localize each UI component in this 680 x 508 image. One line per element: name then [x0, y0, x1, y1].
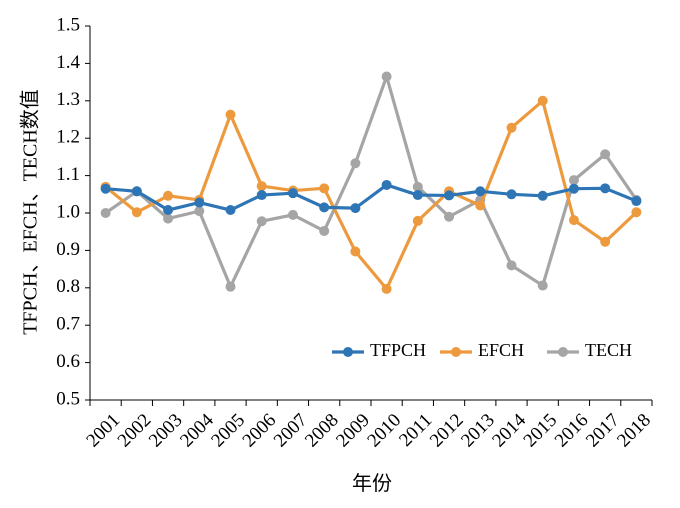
legend-marker-efch: [451, 347, 461, 357]
data-point-tech: [350, 158, 361, 169]
data-point-tfpch: [100, 183, 111, 194]
y-tick-label: 1.5: [56, 14, 80, 35]
x-tick-label: 2005: [207, 410, 249, 452]
data-point-efch: [506, 122, 517, 133]
x-tick-label: 2013: [457, 410, 499, 452]
data-point-tech: [600, 149, 611, 160]
data-point-efch: [131, 207, 142, 218]
x-tick-label: 2002: [114, 410, 156, 452]
y-tick-label: 0.8: [56, 276, 80, 297]
data-point-tech: [163, 213, 174, 224]
y-tick-label: 1.1: [56, 164, 80, 185]
x-tick-label: 2012: [426, 410, 468, 452]
data-point-tfpch: [381, 179, 392, 190]
data-point-tfpch: [444, 190, 455, 201]
x-tick-label: 2011: [395, 410, 436, 451]
data-point-tfpch: [194, 197, 205, 208]
data-point-tech: [225, 281, 236, 292]
data-point-tfpch: [631, 196, 642, 207]
data-point-efch: [568, 215, 579, 226]
legend-marker-tfpch: [343, 347, 353, 357]
data-point-tfpch: [506, 189, 517, 200]
series-layer: [100, 71, 642, 294]
data-point-efch: [475, 200, 486, 211]
legend-marker-tech: [558, 347, 568, 357]
data-point-tech: [100, 208, 111, 218]
x-tick-label: 2015: [520, 410, 562, 452]
data-point-tech: [537, 280, 548, 291]
legend-label-efch: EFCH: [478, 340, 524, 360]
x-tick-label: 2001: [82, 410, 124, 452]
y-tick-label: 1.2: [56, 127, 80, 148]
data-point-tfpch: [225, 205, 236, 216]
data-point-tfpch: [319, 202, 330, 213]
data-point-efch: [350, 246, 361, 257]
x-tick-label: 2014: [488, 409, 530, 451]
data-point-tfpch: [568, 183, 579, 194]
data-point-tech: [287, 209, 298, 220]
y-tick-label: 0.9: [56, 239, 80, 260]
data-point-tfpch: [163, 205, 174, 216]
data-point-tech: [256, 216, 267, 227]
data-point-tfpch: [287, 188, 298, 199]
data-point-tfpch: [600, 183, 611, 194]
series-line-efch: [104, 99, 638, 291]
x-axis-title: 年份: [352, 472, 392, 495]
data-point-tech: [568, 175, 579, 186]
data-point-efch: [256, 181, 267, 192]
data-point-efch: [631, 207, 642, 218]
x-tick-label: 2003: [145, 410, 187, 452]
data-point-tfpch: [350, 203, 361, 214]
x-tick-label: 2016: [551, 410, 593, 452]
series-line-tech: [104, 74, 638, 289]
data-point-efch: [537, 95, 548, 106]
x-tick-label: 2009: [332, 410, 374, 452]
data-point-tech: [444, 211, 455, 222]
data-point-tfpch: [537, 190, 548, 201]
data-point-tfpch: [256, 190, 267, 201]
x-tick-label: 2007: [270, 410, 312, 452]
y-axis-title: TFPCH、EFCH、TECH数值: [19, 89, 42, 335]
legend-label-tech: TECH: [585, 340, 632, 360]
data-point-tfpch: [131, 186, 142, 197]
data-point-tech: [319, 225, 330, 236]
data-point-efch: [412, 215, 423, 226]
data-point-tfpch: [475, 186, 486, 197]
axes: 0.50.60.70.80.91.01.11.21.31.41.52001200…: [56, 14, 655, 451]
data-point-tech: [506, 260, 517, 271]
series-line-tfpch: [104, 183, 638, 212]
data-point-efch: [163, 190, 174, 201]
data-point-tech: [412, 181, 423, 192]
y-tick-label: 1.4: [56, 52, 80, 73]
y-tick-label: 1.3: [56, 89, 80, 110]
x-tick-label: 2004: [176, 409, 218, 451]
x-tick-label: 2008: [301, 410, 343, 452]
y-tick-label: 0.6: [56, 351, 80, 372]
y-tick-label: 0.7: [56, 314, 80, 335]
x-tick-label: 2006: [239, 410, 281, 452]
data-point-efch: [600, 236, 611, 247]
legend: TFPCH EFCH TECH: [332, 340, 632, 360]
x-tick-label: 2018: [613, 410, 655, 452]
y-tick-label: 0.5: [56, 388, 80, 409]
data-point-efch: [225, 109, 236, 120]
x-tick-label: 2010: [363, 410, 405, 452]
x-tick-label: 2017: [582, 410, 624, 452]
data-point-efch: [319, 183, 330, 194]
data-point-tech: [381, 71, 392, 82]
data-point-tfpch: [412, 190, 423, 201]
data-point-tech: [194, 206, 205, 217]
data-point-efch: [381, 283, 392, 294]
y-tick-label: 1.0: [56, 201, 80, 222]
legend-label-tfpch: TFPCH: [370, 340, 426, 360]
